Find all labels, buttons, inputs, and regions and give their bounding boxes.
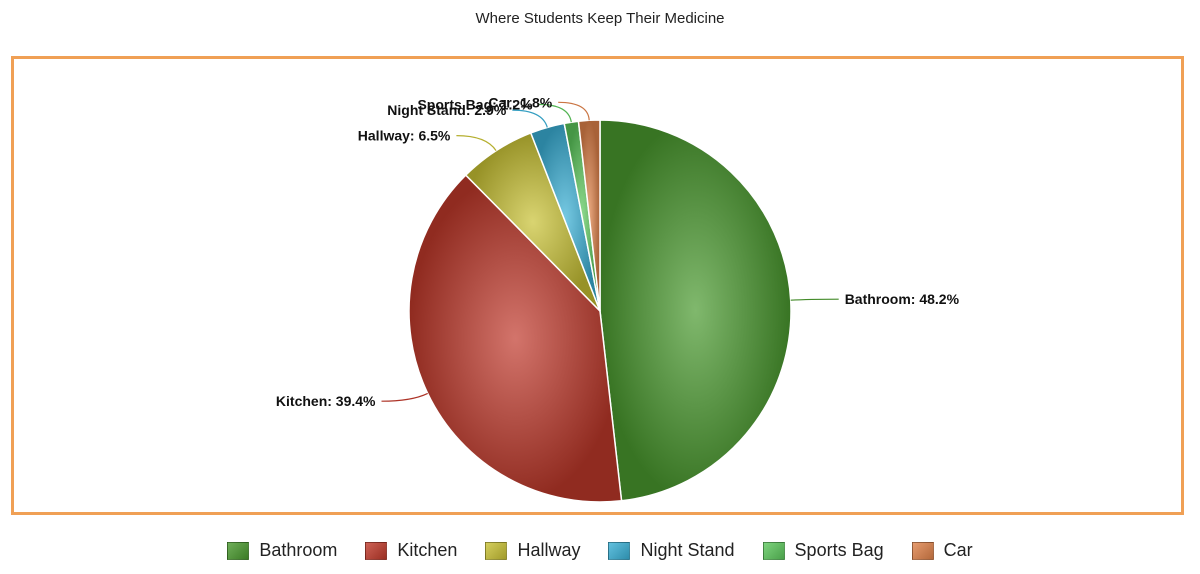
slices-layer — [408, 119, 792, 503]
slice-label-hallway: Hallway: 6.5% — [358, 128, 451, 144]
legend-item-bathroom[interactable]: Bathroom — [227, 540, 337, 561]
legend-swatch-hallway — [485, 541, 508, 560]
legend-swatch-night-stand — [608, 541, 631, 560]
leader-line-car — [558, 101, 590, 121]
legend-label-car: Car — [943, 540, 973, 560]
legend-item-hallway[interactable]: Hallway — [485, 540, 580, 561]
legend-label-night-stand: Night Stand — [640, 540, 735, 560]
pie-slice-bathroom[interactable] — [599, 119, 792, 502]
leader-lines-layer — [381, 101, 839, 402]
legend-label-sports-bag: Sports Bag — [794, 540, 884, 560]
legend: Bathroom Kitchen Hallway Night Stand Spo… — [0, 540, 1200, 561]
legend-item-sports-bag[interactable]: Sports Bag — [762, 540, 884, 561]
slice-label-sports-bag: Sports Bag: 1.2% — [417, 96, 533, 112]
legend-item-car[interactable]: Car — [911, 540, 973, 561]
leader-line-night-stand — [512, 109, 548, 128]
pie-chart: Bathroom: 48.2% Kitchen: 39.4% Hallway: 6.… — [276, 94, 960, 503]
legend-label-bathroom: Bathroom — [259, 540, 338, 560]
legend-item-kitchen[interactable]: Kitchen — [365, 540, 457, 561]
chart-title: Where Students Keep Their Medicine — [475, 10, 725, 27]
legend-swatch-car — [911, 541, 934, 560]
legend-item-night-stand[interactable]: Night Stand — [608, 540, 735, 561]
slice-label-bathroom: Bathroom: 48.2% — [845, 291, 960, 307]
legend-swatch-bathroom — [227, 541, 250, 560]
legend-swatch-kitchen — [365, 541, 388, 560]
legend-swatch-sports-bag — [762, 541, 785, 560]
slice-label-kitchen: Kitchen: 39.4% — [276, 393, 376, 409]
leader-line-sports-bag — [538, 103, 572, 123]
leader-line-kitchen — [381, 392, 428, 402]
leader-line-bathroom — [790, 298, 839, 301]
leader-line-hallway — [456, 135, 497, 152]
slice-label-night-stand: Night Stand: 2.9% — [387, 102, 507, 118]
legend-label-kitchen: Kitchen — [397, 540, 458, 560]
slice-labels-layer: Bathroom: 48.2% Kitchen: 39.4% Hallway: 6.… — [276, 94, 960, 409]
plot-area: Bathroom: 48.2% Kitchen: 39.4% Hallway: 6.… — [11, 56, 1184, 515]
pie-slice-car[interactable] — [577, 119, 601, 312]
slice-label-car: Car: 1.8% — [488, 94, 552, 110]
legend-label-hallway: Hallway — [517, 540, 581, 560]
